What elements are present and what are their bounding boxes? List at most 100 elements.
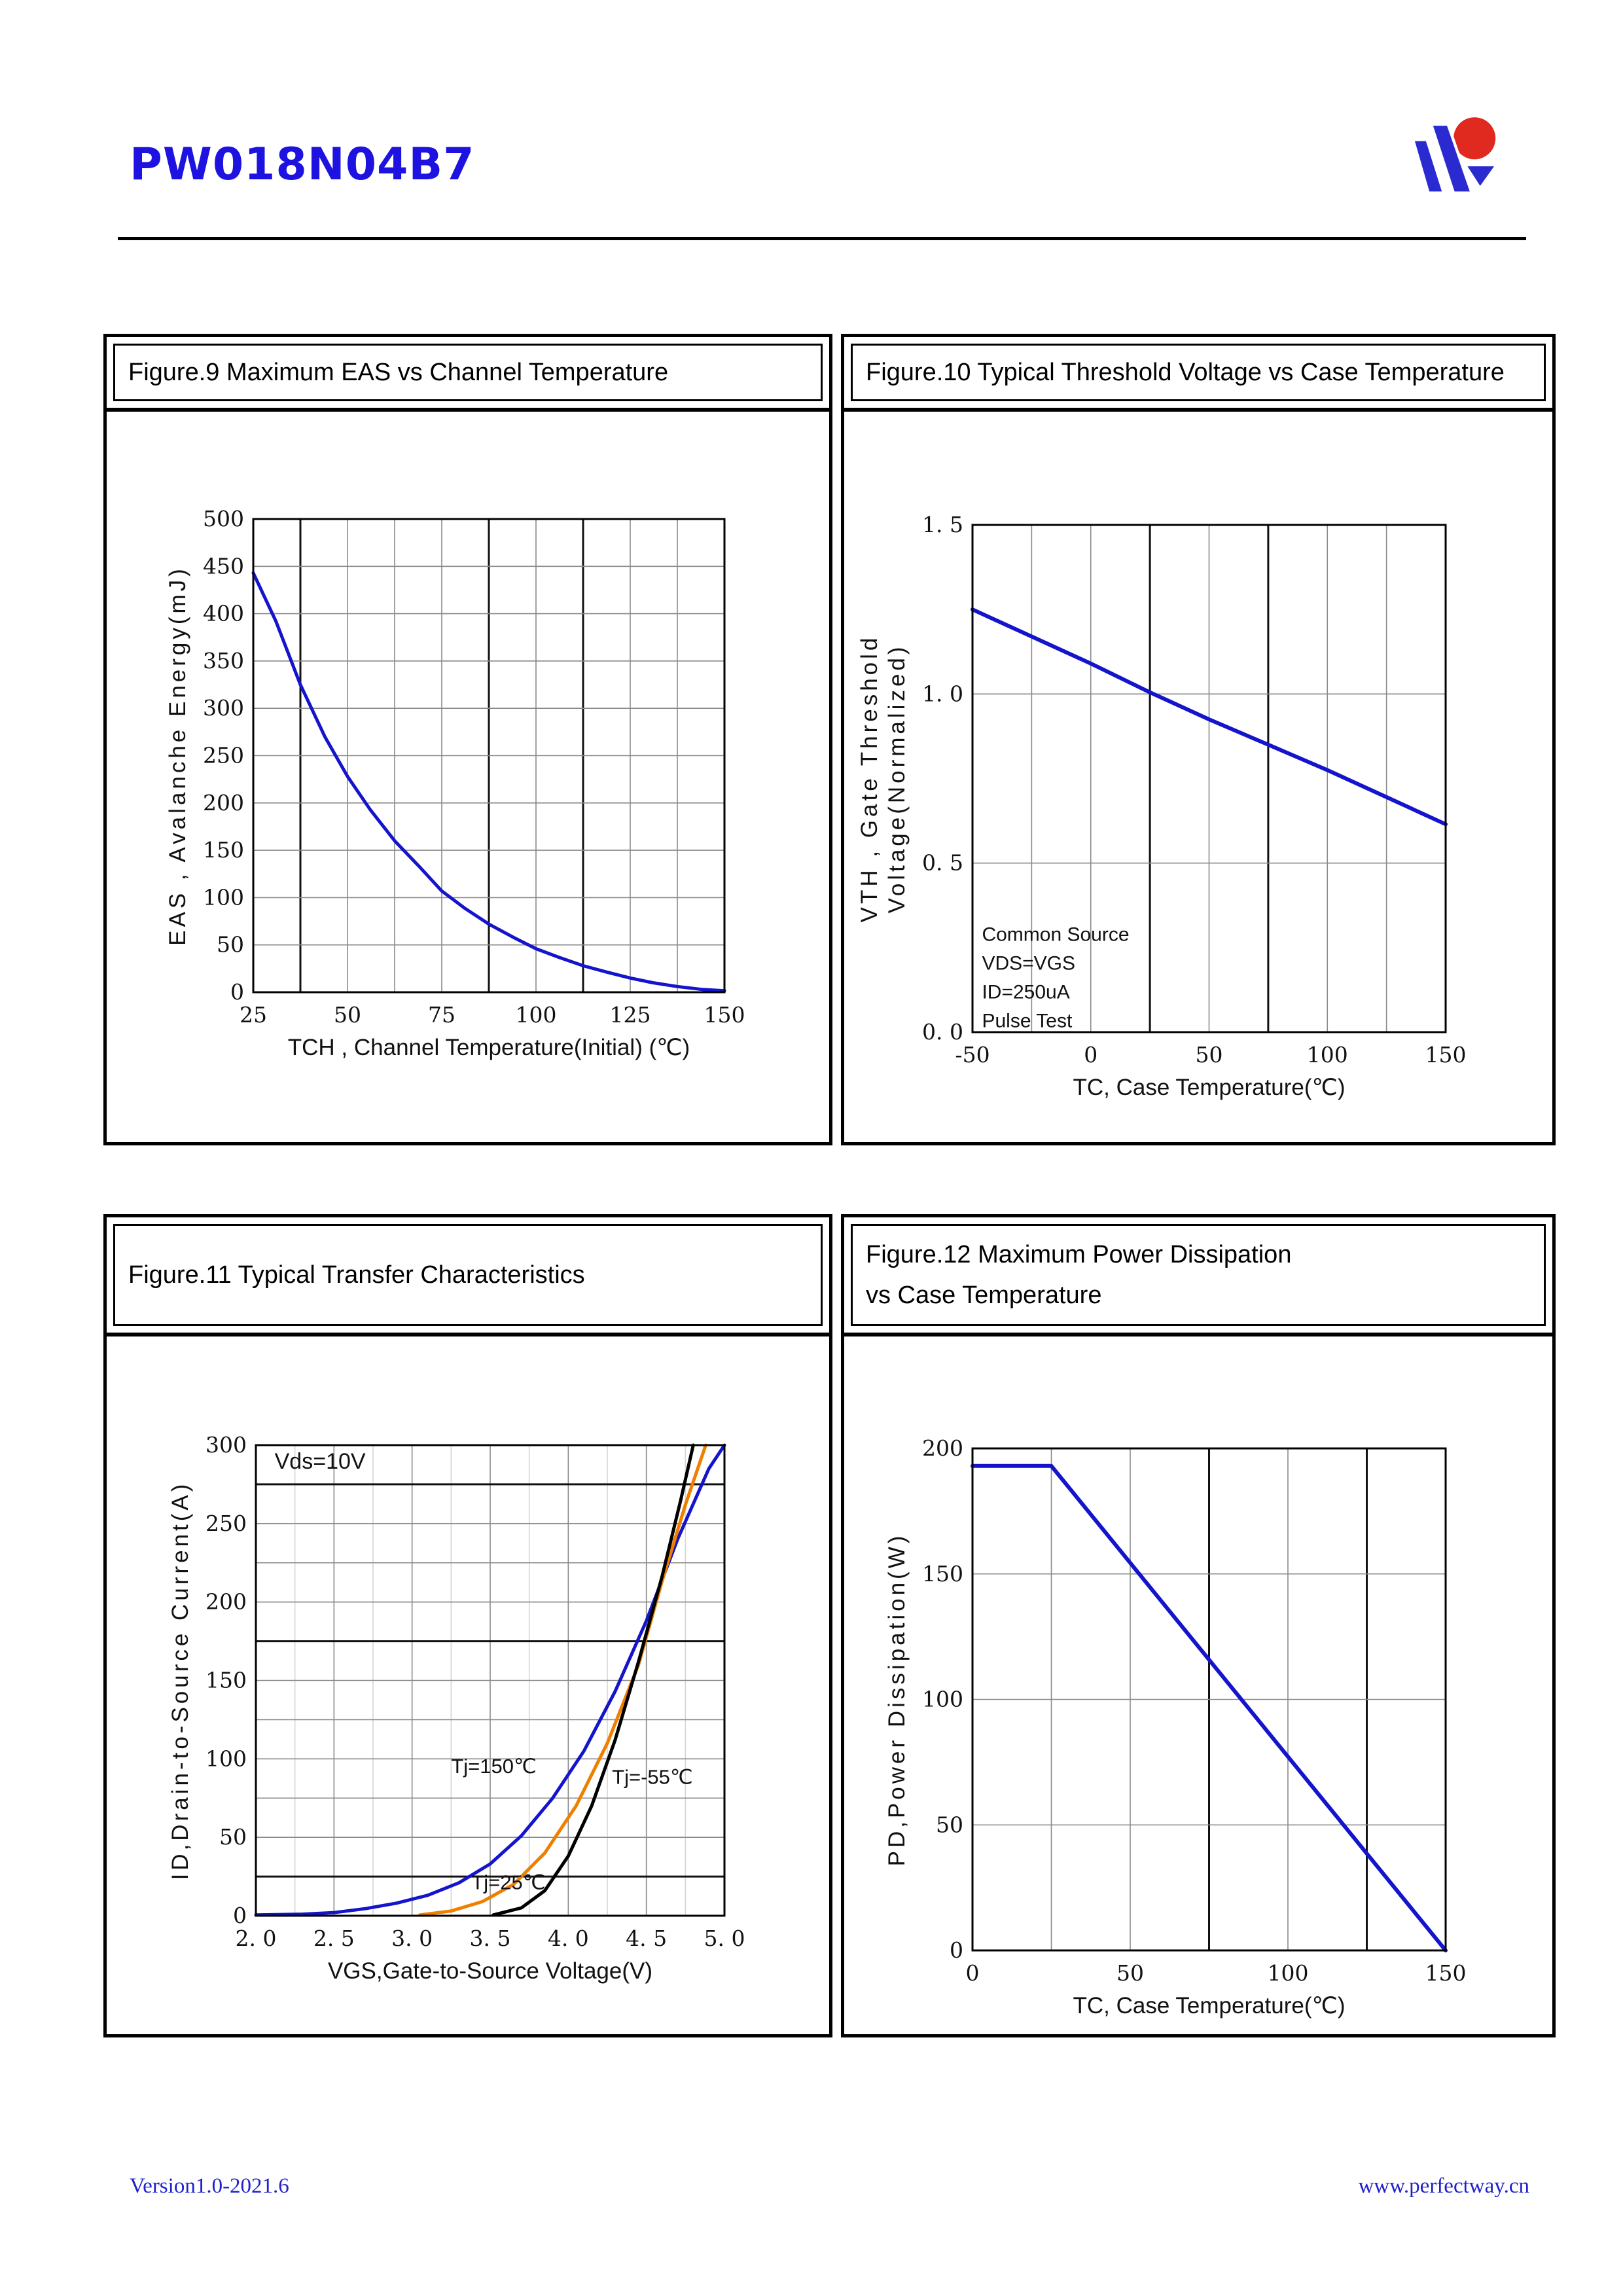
svg-text:Tj=150℃: Tj=150℃ [451, 1755, 536, 1778]
svg-text:150: 150 [205, 1668, 247, 1693]
svg-text:5. 0: 5. 0 [704, 1926, 745, 1951]
svg-text:125: 125 [610, 1002, 651, 1028]
svg-text:25: 25 [240, 1002, 267, 1028]
svg-text:4. 5: 4. 5 [626, 1926, 667, 1951]
svg-text:150: 150 [203, 837, 244, 863]
figure-title: Figure.10 Typical Threshold Voltage vs C… [866, 359, 1505, 386]
plot-frame [971, 1447, 1447, 1952]
svg-text:75: 75 [428, 1002, 455, 1028]
svg-text:150: 150 [1425, 1960, 1467, 1986]
tick-labels: 25 50 75 100 125 150 0 50 100 150 200 250 300 350 400 4… [203, 506, 745, 1028]
figure-12-panel: Figure.12 Maximum Power Dissipation vs C… [841, 1214, 1556, 2037]
series-line [251, 571, 726, 993]
svg-text:450: 450 [203, 553, 244, 579]
plot-frame [971, 524, 1447, 1033]
tick-labels: 2. 0 2. 5 3. 0 3. 5 4. 0 4. 5 5. 0 0 50 100 150 200… [205, 1432, 745, 1951]
svg-text:1. 0: 1. 0 [922, 681, 963, 706]
svg-text:Common Source: Common Source [982, 924, 1129, 946]
svg-text:200: 200 [203, 790, 244, 816]
figure-9-panel: Figure.9 Maximum EAS vs Channel Temperat… [103, 334, 832, 1145]
gridlines [972, 1448, 1446, 1950]
figure-11-title-box: Figure.11 Typical Transfer Characteristi… [113, 1224, 823, 1326]
plot-frame [252, 518, 726, 994]
svg-text:150: 150 [1425, 1042, 1467, 1067]
svg-text:150: 150 [922, 1561, 963, 1587]
figure-title: Figure.9 Maximum EAS vs Channel Temperat… [128, 359, 669, 386]
gridlines [253, 519, 724, 992]
annotations: Vds=10V Tj=150℃ Tj=-55℃ Tj=25℃ [275, 1449, 693, 1893]
svg-text:1. 5: 1. 5 [922, 512, 963, 537]
plot-frame [255, 1444, 726, 1917]
svg-text:Tj=25℃: Tj=25℃ [471, 1871, 545, 1893]
svg-text:PD,Power Dissipation(W): PD,Power Dissipation(W) [884, 1533, 910, 1867]
header-divider [118, 237, 1526, 240]
svg-text:150: 150 [704, 1002, 745, 1028]
chart-canvas: -50 0 50 100 150 0. 0 0. 5 1. 0 1. 5 TC, Case Tem… [857, 512, 1467, 1100]
svg-text:VTH , Gate Threshold: VTH , Gate Threshold [857, 635, 882, 923]
svg-text:Tj=-55℃: Tj=-55℃ [612, 1766, 693, 1789]
svg-text:3. 0: 3. 0 [391, 1926, 433, 1951]
svg-text:ID=250uA: ID=250uA [982, 982, 1069, 1003]
svg-text:TC, Case Temperature(℃): TC, Case Temperature(℃) [1073, 1075, 1345, 1100]
chart-canvas: 0 50 100 150 0 50 100 150 200 TC, Case Temperatur… [884, 1435, 1467, 2018]
svg-text:50: 50 [217, 932, 244, 958]
figure-title: Figure.12 Maximum Power Dissipation [866, 1241, 1292, 1268]
svg-text:200: 200 [205, 1589, 247, 1615]
svg-text:100: 100 [1268, 1960, 1309, 1986]
svg-text:100: 100 [922, 1687, 963, 1712]
svg-text:250: 250 [203, 743, 244, 768]
figure-9-title-box: Figure.9 Maximum EAS vs Channel Temperat… [113, 344, 823, 401]
series-lines [254, 1443, 726, 1917]
svg-text:0: 0 [233, 1903, 247, 1928]
axis-labels: TCH , Channel Temperature(Initial) (℃) EA… [165, 565, 690, 1060]
figure-10-chart: -50 0 50 100 150 0. 0 0. 5 1. 0 1. 5 TC, Case Tem… [844, 416, 1552, 1142]
series-line [971, 1463, 1448, 1952]
svg-text:300: 300 [203, 695, 244, 721]
svg-text:2. 0: 2. 0 [236, 1926, 277, 1951]
brand-logo-icon [1411, 117, 1496, 194]
series-lines [971, 607, 1448, 827]
title-divider [107, 1333, 829, 1336]
svg-text:50: 50 [1116, 1960, 1144, 1986]
figure-10-title-box: Figure.10 Typical Threshold Voltage vs C… [851, 344, 1546, 401]
gridlines [972, 525, 1446, 1032]
svg-text:Pulse Test: Pulse Test [982, 1011, 1073, 1032]
series-line [418, 1443, 707, 1917]
figure-12-title-box: Figure.12 Maximum Power Dissipation vs C… [851, 1224, 1546, 1326]
figure-title: Figure.11 Typical Transfer Characteristi… [128, 1261, 585, 1289]
figure-title-line2: vs Case Temperature [866, 1282, 1102, 1309]
svg-text:VGS,Gate-to-Source Voltage(V): VGS,Gate-to-Source Voltage(V) [328, 1958, 652, 1984]
figure-12-chart: 0 50 100 150 0 50 100 150 200 TC, Case Temperatur… [844, 1340, 1552, 2034]
series-line [491, 1443, 695, 1917]
svg-text:100: 100 [516, 1002, 557, 1028]
figure-11-chart: 2. 0 2. 5 3. 0 3. 5 4. 0 4. 5 5. 0 0 50 100 150 200… [107, 1340, 829, 2034]
version-label: Version1.0-2021.6 [130, 2174, 289, 2198]
svg-text:0: 0 [966, 1960, 980, 1986]
figure-9-chart: 25 50 75 100 125 150 0 50 100 150 200 250 300 350 400 4… [107, 416, 829, 1142]
svg-text:50: 50 [334, 1002, 361, 1028]
svg-text:2. 5: 2. 5 [313, 1926, 355, 1951]
svg-text:200: 200 [922, 1435, 963, 1461]
svg-text:100: 100 [205, 1746, 247, 1771]
annotations: Common Source VDS=VGS ID=250uA Pulse Test [982, 924, 1129, 1032]
series-lines [251, 571, 726, 993]
svg-text:EAS , Avalanche Energy(mJ): EAS , Avalanche Energy(mJ) [165, 565, 190, 946]
svg-text:100: 100 [203, 884, 244, 910]
tick-labels: 0 50 100 150 0 50 100 150 200 [922, 1435, 1467, 1986]
svg-text:50: 50 [219, 1824, 247, 1850]
svg-text:300: 300 [205, 1432, 247, 1458]
title-divider [107, 408, 829, 412]
svg-text:0. 5: 0. 5 [922, 850, 963, 876]
svg-text:0. 0: 0. 0 [922, 1019, 963, 1045]
svg-text:0: 0 [230, 979, 244, 1005]
tick-labels: -50 0 50 100 150 0. 0 0. 5 1. 0 1. 5 [922, 512, 1466, 1067]
gridlines [256, 1445, 724, 1916]
svg-text:Voltage(Normalized): Voltage(Normalized) [884, 643, 910, 913]
svg-text:TC, Case Temperature(℃): TC, Case Temperature(℃) [1073, 1993, 1345, 2018]
chart-canvas: 2. 0 2. 5 3. 0 3. 5 4. 0 4. 5 5. 0 0 50 100 150 200… [168, 1432, 745, 1984]
page-title: PW018N04B7 [130, 139, 475, 190]
series-line [971, 607, 1448, 827]
svg-text:-50: -50 [955, 1042, 990, 1067]
svg-text:250: 250 [205, 1511, 247, 1536]
